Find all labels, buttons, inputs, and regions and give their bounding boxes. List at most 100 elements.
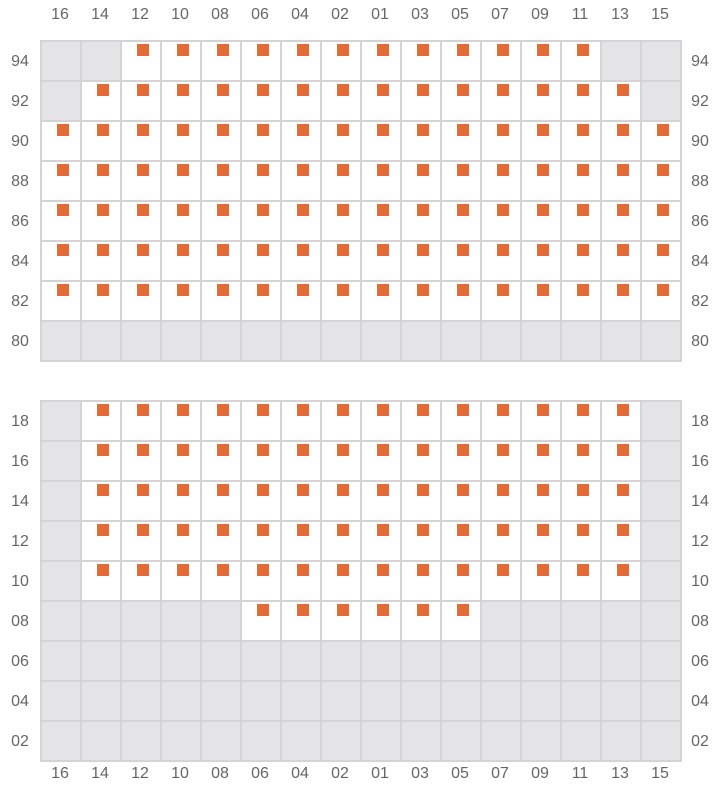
- seat-available[interactable]: [202, 522, 242, 562]
- seat-available[interactable]: [282, 522, 322, 562]
- seat-available[interactable]: [162, 162, 202, 202]
- seat-available[interactable]: [402, 442, 442, 482]
- seat-available[interactable]: [642, 202, 682, 242]
- seat-available[interactable]: [402, 42, 442, 82]
- seat-available[interactable]: [282, 242, 322, 282]
- seat-available[interactable]: [602, 282, 642, 322]
- seat-available[interactable]: [202, 282, 242, 322]
- seat-available[interactable]: [562, 442, 602, 482]
- seat-available[interactable]: [162, 482, 202, 522]
- seat-available[interactable]: [162, 82, 202, 122]
- seat-available[interactable]: [362, 482, 402, 522]
- seat-available[interactable]: [602, 522, 642, 562]
- seat-available[interactable]: [402, 122, 442, 162]
- seat-available[interactable]: [482, 82, 522, 122]
- seat-available[interactable]: [602, 442, 642, 482]
- seat-available[interactable]: [522, 202, 562, 242]
- seat-available[interactable]: [362, 282, 402, 322]
- seat-available[interactable]: [362, 82, 402, 122]
- seat-available[interactable]: [602, 82, 642, 122]
- seat-available[interactable]: [242, 162, 282, 202]
- seat-available[interactable]: [362, 562, 402, 602]
- seat-available[interactable]: [402, 242, 442, 282]
- seat-available[interactable]: [442, 602, 482, 642]
- seat-available[interactable]: [242, 602, 282, 642]
- seat-available[interactable]: [242, 282, 282, 322]
- seat-available[interactable]: [482, 202, 522, 242]
- seat-available[interactable]: [562, 402, 602, 442]
- seat-available[interactable]: [162, 202, 202, 242]
- seat-available[interactable]: [202, 82, 242, 122]
- seat-available[interactable]: [482, 482, 522, 522]
- seat-available[interactable]: [482, 42, 522, 82]
- seat-available[interactable]: [122, 282, 162, 322]
- seat-available[interactable]: [122, 562, 162, 602]
- seat-available[interactable]: [442, 562, 482, 602]
- seat-available[interactable]: [522, 42, 562, 82]
- seat-available[interactable]: [362, 522, 402, 562]
- seat-available[interactable]: [42, 242, 82, 282]
- seat-available[interactable]: [202, 122, 242, 162]
- seat-available[interactable]: [122, 522, 162, 562]
- seat-available[interactable]: [442, 82, 482, 122]
- seat-available[interactable]: [82, 402, 122, 442]
- seat-available[interactable]: [242, 42, 282, 82]
- seat-available[interactable]: [602, 122, 642, 162]
- seat-available[interactable]: [482, 162, 522, 202]
- seat-available[interactable]: [562, 82, 602, 122]
- seat-available[interactable]: [202, 442, 242, 482]
- seat-available[interactable]: [162, 522, 202, 562]
- seat-available[interactable]: [602, 162, 642, 202]
- seat-available[interactable]: [202, 482, 242, 522]
- seat-available[interactable]: [242, 522, 282, 562]
- seat-available[interactable]: [242, 202, 282, 242]
- seat-available[interactable]: [442, 442, 482, 482]
- seat-available[interactable]: [322, 482, 362, 522]
- seat-available[interactable]: [522, 242, 562, 282]
- seat-available[interactable]: [322, 162, 362, 202]
- seat-available[interactable]: [242, 242, 282, 282]
- seat-available[interactable]: [482, 402, 522, 442]
- seat-available[interactable]: [442, 522, 482, 562]
- seat-available[interactable]: [282, 562, 322, 602]
- seat-available[interactable]: [522, 282, 562, 322]
- seat-available[interactable]: [242, 122, 282, 162]
- seat-available[interactable]: [42, 202, 82, 242]
- seat-available[interactable]: [322, 82, 362, 122]
- seat-available[interactable]: [162, 282, 202, 322]
- seat-available[interactable]: [282, 122, 322, 162]
- seat-available[interactable]: [202, 242, 242, 282]
- seat-available[interactable]: [202, 402, 242, 442]
- seat-available[interactable]: [162, 562, 202, 602]
- seat-available[interactable]: [362, 202, 402, 242]
- seat-available[interactable]: [122, 202, 162, 242]
- seat-available[interactable]: [562, 282, 602, 322]
- seat-available[interactable]: [482, 242, 522, 282]
- seat-available[interactable]: [162, 242, 202, 282]
- seat-available[interactable]: [642, 282, 682, 322]
- seat-available[interactable]: [162, 442, 202, 482]
- seat-available[interactable]: [82, 482, 122, 522]
- seat-available[interactable]: [442, 122, 482, 162]
- seat-available[interactable]: [82, 522, 122, 562]
- seat-available[interactable]: [522, 82, 562, 122]
- seat-available[interactable]: [482, 562, 522, 602]
- seat-available[interactable]: [642, 122, 682, 162]
- seat-available[interactable]: [522, 402, 562, 442]
- seat-available[interactable]: [242, 442, 282, 482]
- seat-available[interactable]: [362, 602, 402, 642]
- seat-available[interactable]: [442, 202, 482, 242]
- seat-available[interactable]: [562, 162, 602, 202]
- seat-available[interactable]: [322, 282, 362, 322]
- seat-available[interactable]: [522, 442, 562, 482]
- seat-available[interactable]: [442, 242, 482, 282]
- seat-available[interactable]: [162, 122, 202, 162]
- seat-available[interactable]: [202, 562, 242, 602]
- seat-available[interactable]: [602, 202, 642, 242]
- seat-available[interactable]: [282, 602, 322, 642]
- seat-available[interactable]: [82, 242, 122, 282]
- seat-available[interactable]: [402, 162, 442, 202]
- seat-available[interactable]: [402, 82, 442, 122]
- seat-available[interactable]: [602, 402, 642, 442]
- seat-available[interactable]: [562, 202, 602, 242]
